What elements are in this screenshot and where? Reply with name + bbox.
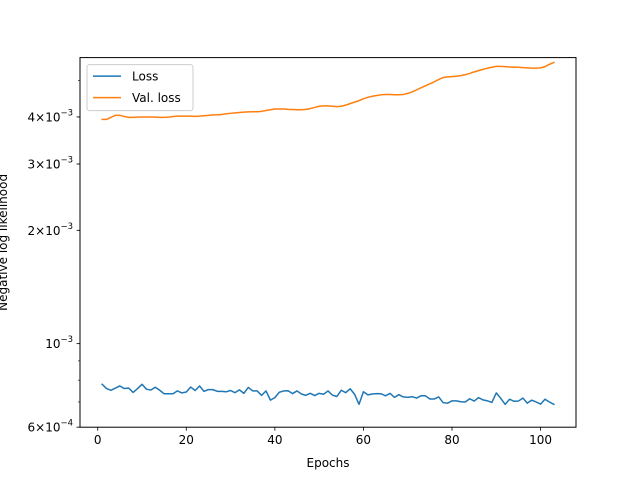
y-tick-label: 6×10−4 <box>28 419 74 435</box>
y-tick-label: 4×10−3 <box>28 108 74 124</box>
legend-label: Val. loss <box>132 91 181 105</box>
x-tick-label: 80 <box>444 433 459 447</box>
axes-frame <box>79 57 577 428</box>
series-line-loss <box>101 383 555 406</box>
legend-label: Loss <box>132 70 158 84</box>
x-tick-label: 60 <box>356 433 371 447</box>
x-tick-label: 0 <box>94 433 102 447</box>
x-axis: 0 20 40 60 80 100 <box>94 427 552 447</box>
y-axis: 6×10−4 10−3 2×10−3 3×10−3 4×10−3 <box>28 80 80 435</box>
series-line-val-loss <box>101 61 555 121</box>
y-tick-label: 10−3 <box>45 335 73 351</box>
y-tick-label: 2×10−3 <box>28 222 74 238</box>
x-tick-label: 40 <box>267 433 282 447</box>
x-axis-label: Epochs <box>307 456 350 470</box>
series-layer <box>101 61 555 406</box>
legend: Loss Val. loss <box>86 64 194 112</box>
x-tick-label: 20 <box>179 433 194 447</box>
x-tick-label: 100 <box>529 433 552 447</box>
y-tick-label: 3×10−3 <box>28 155 74 171</box>
y-axis-label: Negative log likelihood <box>0 174 10 311</box>
